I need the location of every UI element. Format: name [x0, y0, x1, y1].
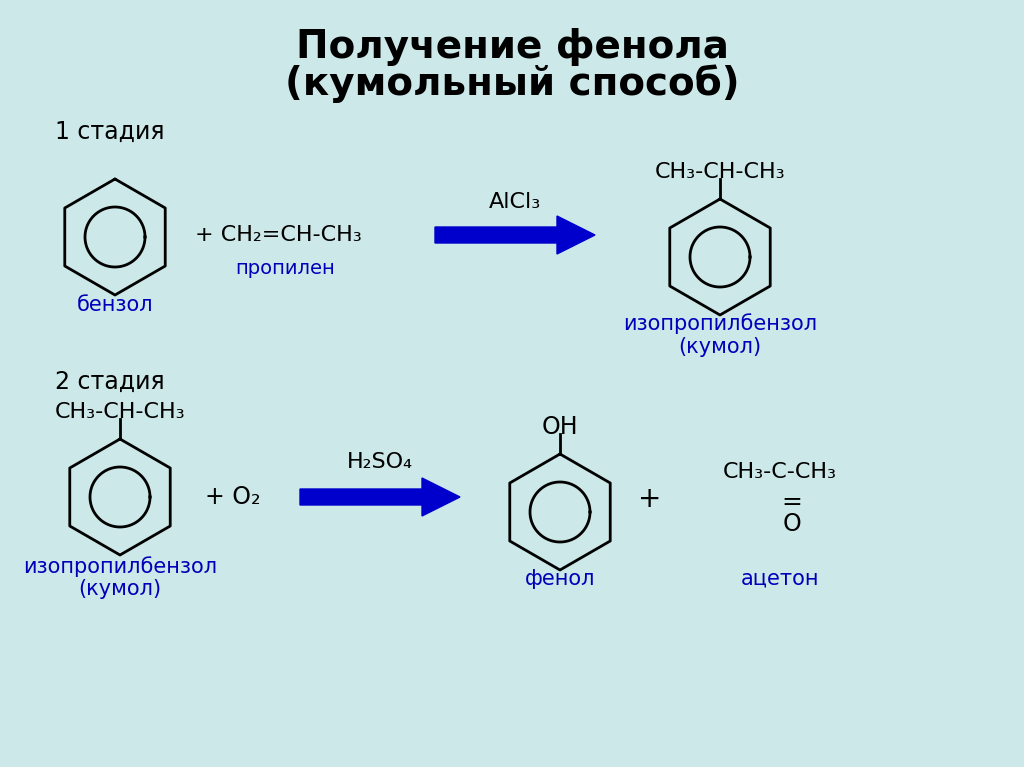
- Text: 1 стадия: 1 стадия: [55, 120, 165, 144]
- Text: CH₃-CH-CH₃: CH₃-CH-CH₃: [654, 162, 785, 182]
- Text: O: O: [782, 512, 802, 536]
- Text: бензол: бензол: [77, 295, 154, 315]
- Text: ацетон: ацетон: [740, 569, 819, 589]
- Text: (кумол): (кумол): [679, 337, 762, 357]
- Text: CH₃-C-CH₃: CH₃-C-CH₃: [723, 462, 837, 482]
- Text: AlCl₃: AlCl₃: [488, 192, 541, 212]
- Text: + O₂: + O₂: [205, 485, 260, 509]
- Text: Получение фенола: Получение фенола: [296, 28, 728, 66]
- Text: +: +: [638, 485, 662, 513]
- FancyArrow shape: [300, 478, 460, 516]
- Text: H₂SO₄: H₂SO₄: [347, 452, 413, 472]
- Text: OH: OH: [542, 415, 579, 439]
- Text: =: =: [781, 490, 803, 514]
- Text: + CH₂=CH-CH₃: + CH₂=CH-CH₃: [195, 225, 361, 245]
- Text: изопропилбензол: изопропилбензол: [23, 557, 217, 578]
- Text: изопропилбензол: изопропилбензол: [623, 314, 817, 334]
- Text: (кумол): (кумол): [79, 579, 162, 599]
- Text: 2 стадия: 2 стадия: [55, 370, 165, 394]
- Text: (кумольный способ): (кумольный способ): [285, 64, 739, 104]
- Text: фенол: фенол: [524, 569, 595, 589]
- FancyArrow shape: [435, 216, 595, 254]
- Text: пропилен: пропилен: [236, 259, 335, 278]
- Text: CH₃-CH-CH₃: CH₃-CH-CH₃: [54, 402, 185, 422]
